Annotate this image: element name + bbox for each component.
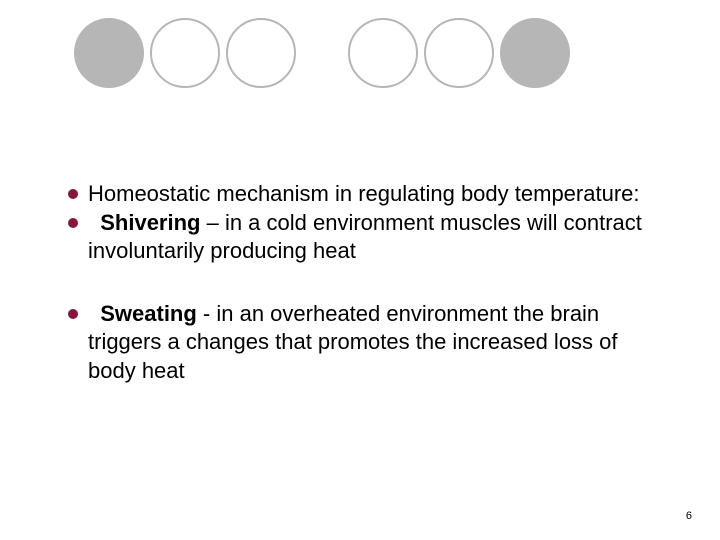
- circle-decoration: [74, 18, 144, 88]
- bullet-item: Homeostatic mechanism in regulating body…: [68, 180, 668, 209]
- bullet-text: Sweating - in an overheated environment …: [88, 300, 668, 386]
- circle-decoration: [424, 18, 494, 88]
- bullet-item: Sweating - in an overheated environment …: [68, 300, 668, 386]
- circle-decoration: [150, 18, 220, 88]
- circle-decoration: [226, 18, 296, 88]
- page-number: 6: [686, 510, 692, 522]
- lead-space: [88, 210, 100, 235]
- bullet-item: Shivering – in a cold environment muscle…: [68, 209, 668, 266]
- slide-content: Homeostatic mechanism in regulating body…: [68, 180, 668, 386]
- bullet-text: Homeostatic mechanism in regulating body…: [88, 180, 668, 209]
- bullet-marker: [68, 309, 78, 319]
- bullet-text: Shivering – in a cold environment muscle…: [88, 209, 668, 266]
- decorative-circles: [0, 18, 720, 98]
- circle-decoration: [500, 18, 570, 88]
- bullet-marker: [68, 189, 78, 199]
- bold-term: Sweating: [100, 301, 197, 326]
- bullet-marker: [68, 218, 78, 228]
- bold-term: Shivering: [100, 210, 200, 235]
- lead-space: [88, 301, 100, 326]
- circle-decoration: [348, 18, 418, 88]
